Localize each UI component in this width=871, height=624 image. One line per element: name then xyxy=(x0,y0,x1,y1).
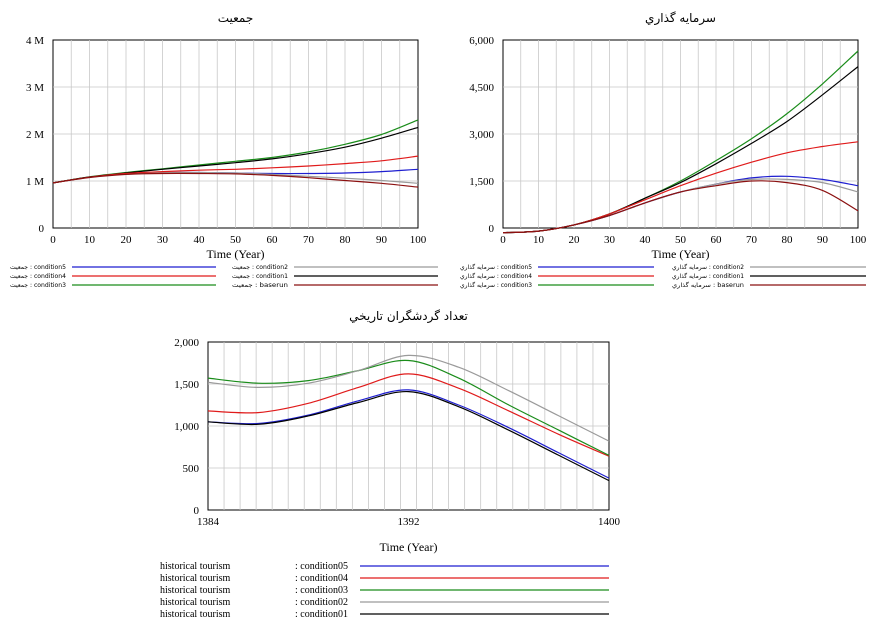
x-tick-label: 50 xyxy=(230,234,242,246)
population-title: جمعيت xyxy=(218,11,254,25)
investment-chart: سرمايه گذاري 0 1,500 3,000 4,500 6,000 0 10 20 30… xyxy=(460,11,867,289)
legend-tag: : condition02 xyxy=(295,597,348,608)
legend-label: جمعيت : condition4 xyxy=(10,273,66,280)
y-tick-label: 0 xyxy=(489,223,495,235)
x-tick-label: 0 xyxy=(50,234,56,246)
tourism-series-condition4 xyxy=(207,373,610,457)
legend-label: جمعيت : condition3 xyxy=(10,282,66,289)
x-tick-label: 20 xyxy=(569,234,581,246)
legend-label: جمعيت : condition2 xyxy=(232,264,288,271)
y-tick-label: 1,500 xyxy=(469,176,494,188)
y-tick-label: 3,000 xyxy=(469,129,494,141)
legend-label: historical tourism xyxy=(160,585,230,596)
y-tick-label: 2 M xyxy=(26,129,44,141)
population-series-condition4 xyxy=(52,155,419,184)
investment-series-baserun xyxy=(502,180,859,234)
y-tick-label: 500 xyxy=(183,463,200,475)
population-chart: جمعيت 0 1 M 2 M 3 M 4 M 0 10 20 30 40 50 60 70 80 90 100… xyxy=(10,11,438,289)
legend-tag: : condition04 xyxy=(295,573,348,584)
x-tick-label: 40 xyxy=(194,234,206,246)
legend-tag: : condition01 xyxy=(295,609,348,620)
legend-label: جمعيت : baserun xyxy=(232,282,288,289)
x-tick-label: 30 xyxy=(604,234,616,246)
x-tick-label: 60 xyxy=(267,234,279,246)
legend-tag: : condition03 xyxy=(295,585,348,596)
tourism-series-condition5 xyxy=(207,389,610,479)
y-tick-label: 0 xyxy=(39,223,45,235)
x-tick-label: 1392 xyxy=(398,516,420,528)
tourism-series-condition1 xyxy=(207,390,610,482)
y-tick-label: 4,500 xyxy=(469,82,494,94)
legend-label: سرمايه گذاري : condition3 xyxy=(460,281,532,289)
legend-label: جمعيت : condition5 xyxy=(10,264,66,271)
x-tick-label: 40 xyxy=(640,234,652,246)
x-tick-label: 50 xyxy=(675,234,687,246)
population-series-baserun xyxy=(52,172,419,188)
legend-label: historical tourism xyxy=(160,573,230,584)
tourism-chart: تعداد گردشگران تاريخي 0 500 1,000 1,500 2,000… xyxy=(160,309,621,620)
x-tick-label: 30 xyxy=(157,234,169,246)
x-tick-label: 80 xyxy=(782,234,794,246)
y-tick-label: 4 M xyxy=(26,35,44,47)
legend-label: سرمايه گذاري : condition5 xyxy=(460,263,532,271)
investment-x-axis-label: Time (Year) xyxy=(651,247,709,261)
legend-label: historical tourism xyxy=(160,561,230,572)
y-tick-label: 1,500 xyxy=(174,379,199,391)
legend-label: سرمايه گذاري : condition4 xyxy=(460,272,532,280)
x-tick-label: 1400 xyxy=(598,516,621,528)
legend-label: سرمايه گذاري : baserun xyxy=(672,281,744,289)
y-tick-label: 3 M xyxy=(26,82,44,94)
tourism-series-condition2 xyxy=(207,354,610,442)
y-tick-label: 1 M xyxy=(26,176,44,188)
tourism-x-axis-label: Time (Year) xyxy=(379,540,437,554)
y-tick-label: 0 xyxy=(194,505,200,517)
legend-tag: : condition05 xyxy=(295,561,348,572)
y-tick-label: 1,000 xyxy=(174,421,199,433)
x-tick-label: 0 xyxy=(500,234,506,246)
x-tick-label: 70 xyxy=(303,234,315,246)
y-tick-label: 6,000 xyxy=(469,35,494,47)
x-tick-label: 90 xyxy=(376,234,388,246)
legend-label: historical tourism xyxy=(160,597,230,608)
x-tick-label: 100 xyxy=(410,234,427,246)
x-tick-label: 90 xyxy=(817,234,829,246)
x-tick-label: 1384 xyxy=(197,516,220,528)
tourism-title: تعداد گردشگران تاريخي xyxy=(349,309,468,324)
investment-title: سرمايه گذاري xyxy=(645,11,716,26)
legend-label: سرمايه گذاري : condition1 xyxy=(672,272,744,280)
x-tick-label: 60 xyxy=(711,234,723,246)
x-tick-label: 80 xyxy=(340,234,352,246)
x-tick-label: 10 xyxy=(533,234,545,246)
x-tick-label: 10 xyxy=(84,234,96,246)
y-tick-label: 2,000 xyxy=(174,337,199,349)
population-x-axis-label: Time (Year) xyxy=(206,247,264,261)
legend-label: سرمايه گذاري : condition2 xyxy=(672,263,744,271)
legend-label: historical tourism xyxy=(160,609,230,620)
x-tick-label: 20 xyxy=(121,234,133,246)
x-tick-label: 70 xyxy=(746,234,758,246)
x-tick-label: 100 xyxy=(850,234,867,246)
tourism-series-condition3 xyxy=(207,359,610,456)
legend-label: جمعيت : condition1 xyxy=(232,273,288,280)
